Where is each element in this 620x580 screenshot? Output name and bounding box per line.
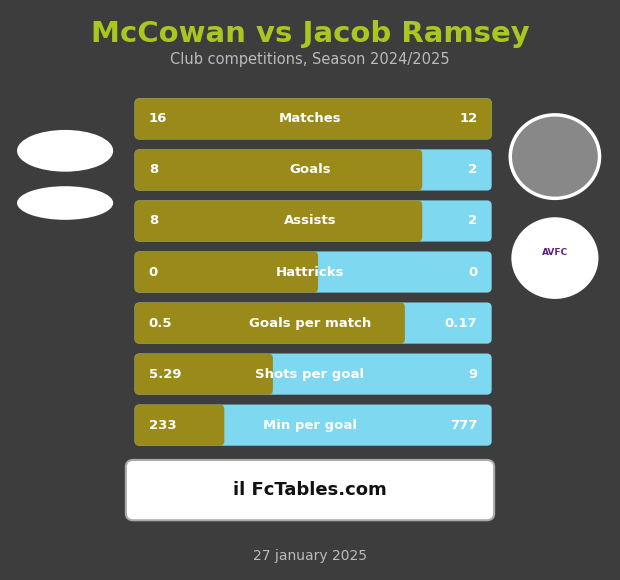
Text: Matches: Matches (278, 113, 342, 125)
FancyBboxPatch shape (135, 149, 422, 190)
Text: Goals per match: Goals per match (249, 317, 371, 329)
FancyBboxPatch shape (135, 303, 492, 343)
Text: 8: 8 (149, 164, 158, 176)
Text: 777: 777 (450, 419, 477, 432)
FancyBboxPatch shape (135, 200, 422, 241)
Text: Goals: Goals (289, 164, 331, 176)
Circle shape (513, 219, 597, 298)
Text: Club competitions, Season 2024/2025: Club competitions, Season 2024/2025 (170, 52, 450, 67)
FancyBboxPatch shape (135, 149, 492, 190)
FancyBboxPatch shape (135, 200, 492, 241)
Text: 27 january 2025: 27 january 2025 (253, 549, 367, 563)
Ellipse shape (17, 186, 113, 220)
FancyBboxPatch shape (135, 353, 273, 394)
Text: 0.17: 0.17 (445, 317, 477, 329)
Text: 5.29: 5.29 (149, 368, 181, 380)
Text: Assists: Assists (284, 215, 336, 227)
Text: 0: 0 (149, 266, 158, 278)
FancyBboxPatch shape (135, 252, 318, 292)
FancyBboxPatch shape (135, 98, 492, 139)
Text: 2: 2 (468, 215, 477, 227)
FancyBboxPatch shape (135, 405, 224, 445)
Text: 2: 2 (468, 164, 477, 176)
FancyBboxPatch shape (135, 252, 492, 292)
Text: 12: 12 (459, 113, 477, 125)
Text: 16: 16 (149, 113, 167, 125)
FancyBboxPatch shape (135, 303, 405, 343)
Text: Shots per goal: Shots per goal (255, 368, 365, 380)
FancyBboxPatch shape (135, 353, 492, 394)
Text: il FcTables.com: il FcTables.com (233, 481, 387, 499)
Text: Hattricks: Hattricks (276, 266, 344, 278)
Text: McCowan vs Jacob Ramsey: McCowan vs Jacob Ramsey (91, 20, 529, 48)
Text: Min per goal: Min per goal (263, 419, 357, 432)
Text: 9: 9 (468, 368, 477, 380)
FancyBboxPatch shape (126, 460, 494, 520)
Circle shape (510, 115, 600, 198)
Text: 0.5: 0.5 (149, 317, 172, 329)
FancyBboxPatch shape (135, 98, 492, 139)
Ellipse shape (17, 130, 113, 172)
Text: 8: 8 (149, 215, 158, 227)
FancyBboxPatch shape (135, 405, 492, 445)
Text: 233: 233 (149, 419, 177, 432)
Text: 0: 0 (468, 266, 477, 278)
Text: AVFC: AVFC (542, 248, 568, 257)
